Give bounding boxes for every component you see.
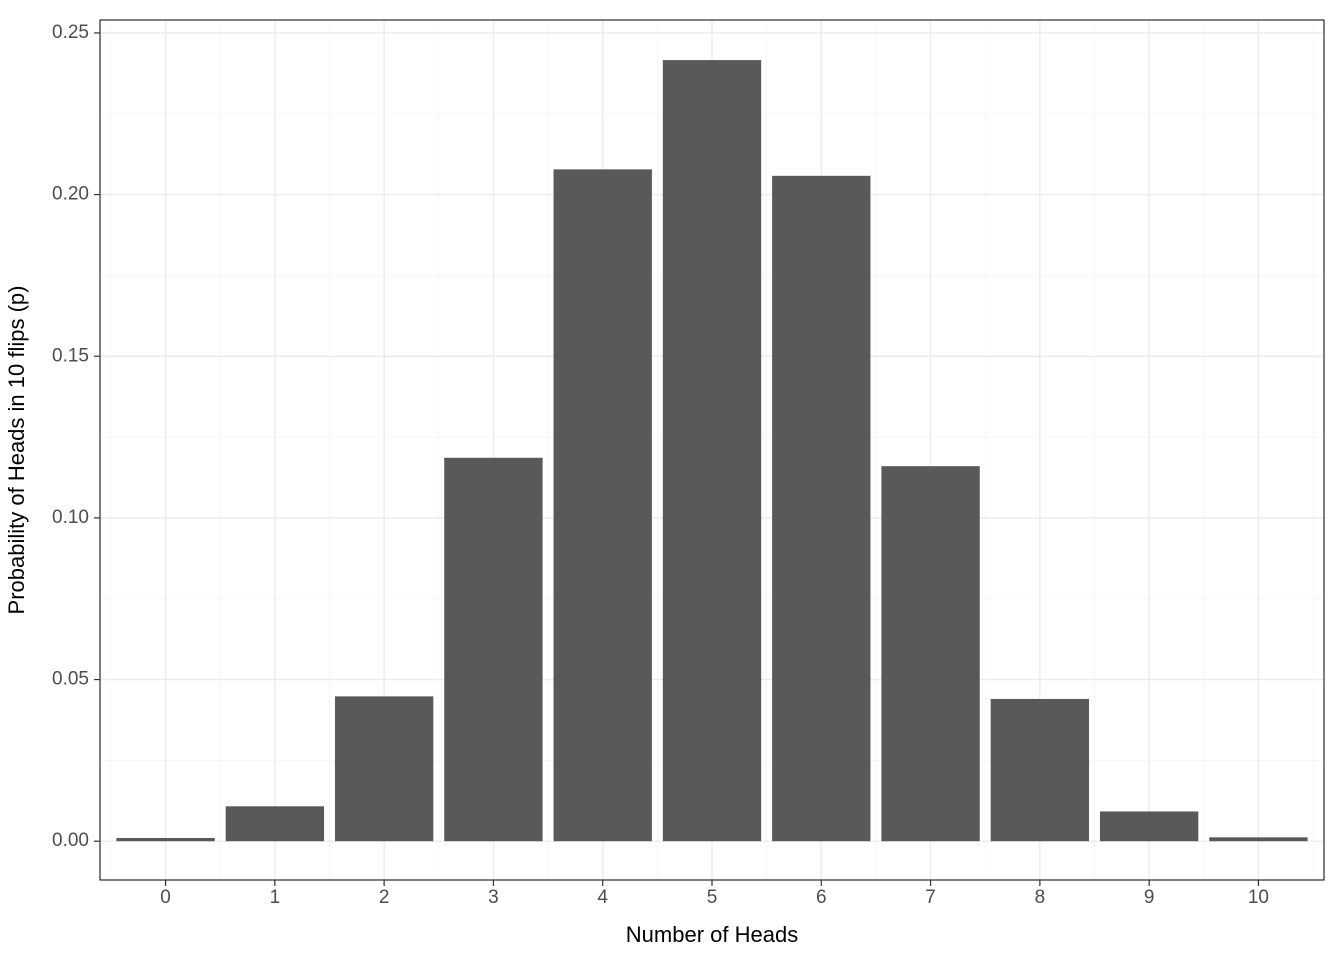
- bar: [226, 806, 324, 841]
- x-tick-label: 1: [270, 887, 281, 908]
- x-tick-label: 2: [379, 887, 390, 908]
- bar: [1209, 837, 1307, 841]
- y-tick-label: 0.25: [52, 22, 89, 43]
- y-tick-label: 0.10: [52, 507, 89, 528]
- y-tick-label: 0.05: [52, 669, 89, 690]
- bar: [335, 696, 433, 841]
- bar: [772, 176, 870, 841]
- bar: [554, 169, 652, 841]
- x-tick-label: 4: [597, 887, 608, 908]
- x-tick-label: 8: [1035, 887, 1046, 908]
- x-tick-label: 5: [707, 887, 718, 908]
- x-tick-label: 3: [488, 887, 499, 908]
- binomial-bar-chart: 0 1 2 3 4 5 6 7 8 9 10 0.00 0.05 0.10 0.15 0.20 0.25 Numb…: [0, 0, 1344, 960]
- chart-container: 0 1 2 3 4 5 6 7 8 9 10 0.00 0.05 0.10 0.15 0.20 0.25 Numb…: [0, 0, 1344, 960]
- y-tick-label: 0.20: [52, 184, 89, 205]
- x-axis-label: Number of Heads: [626, 922, 798, 947]
- bar: [663, 60, 761, 841]
- bar: [881, 466, 979, 841]
- bar: [116, 838, 214, 841]
- bar: [1100, 811, 1198, 841]
- bar: [991, 699, 1089, 841]
- x-tick-label: 10: [1248, 887, 1269, 908]
- x-tick-label: 0: [160, 887, 171, 908]
- x-tick-label: 6: [816, 887, 827, 908]
- y-tick-label: 0.15: [52, 345, 89, 366]
- bar: [444, 458, 542, 841]
- y-axis-label: Probability of Heads in 10 flips (p): [4, 286, 29, 615]
- x-tick-label: 9: [1144, 887, 1155, 908]
- x-tick-label: 7: [925, 887, 936, 908]
- y-tick-label: 0.00: [52, 830, 89, 851]
